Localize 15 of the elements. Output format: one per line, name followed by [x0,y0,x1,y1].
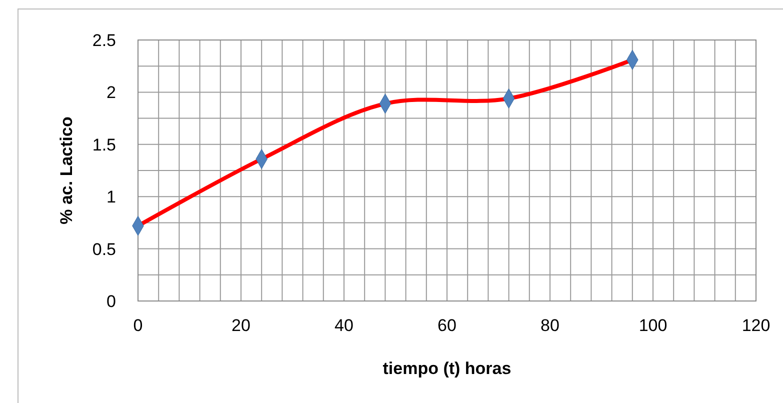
x-axis-title: tiempo (t) horas [382,359,512,378]
x-tick-label: 60 [438,316,456,335]
x-tick-label: 120 [742,316,770,335]
y-tick-label: 1 [106,188,116,207]
x-tick-label: 40 [334,316,354,335]
y-axis-title: % ac. Lactico [57,116,76,224]
x-tick-label: 20 [232,316,250,335]
y-tick-label: 0.5 [92,240,116,259]
y-tick-label: 1.5 [92,135,116,154]
x-tick-label: 100 [638,316,668,335]
x-tick-label: 80 [540,316,560,335]
x-tick-label: 0 [133,316,143,335]
y-tick-label: 2.5 [92,30,116,50]
y-tick-label: 0 [106,292,116,311]
y-tick-label: 2 [106,83,116,102]
